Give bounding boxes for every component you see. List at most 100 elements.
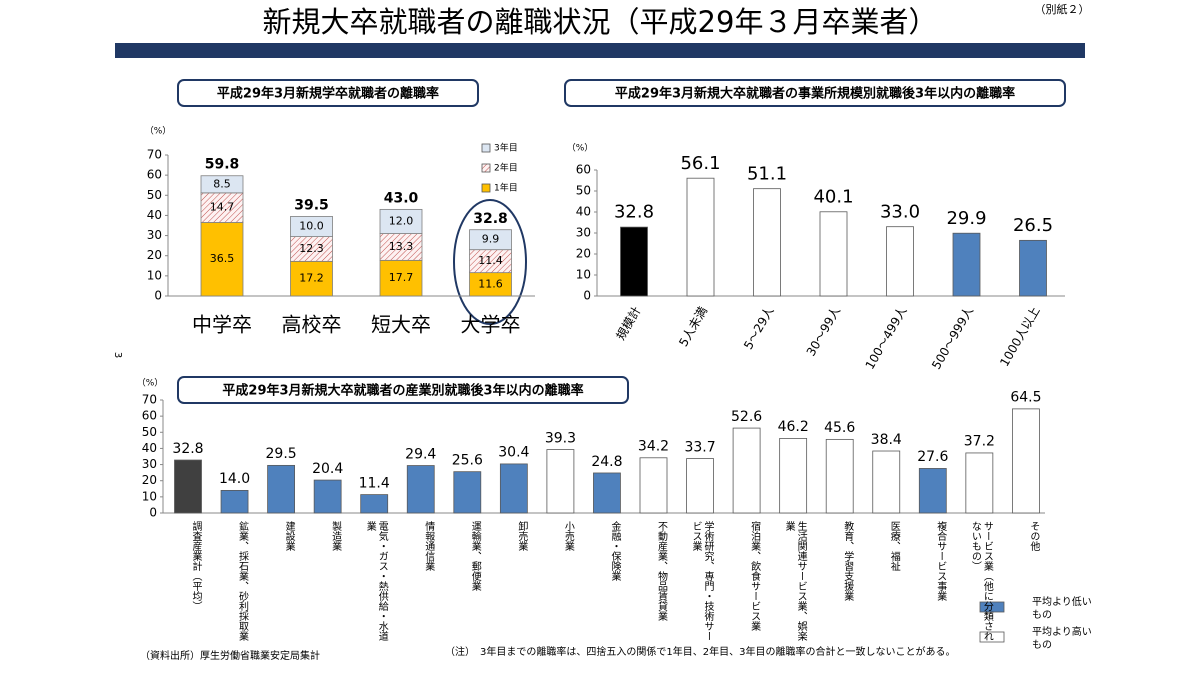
value-label: 14.7 — [210, 201, 235, 214]
bar — [174, 459, 202, 514]
value-label: 45.6 — [824, 420, 855, 436]
x-tick-label: 建設業 — [283, 521, 295, 551]
bar — [453, 471, 482, 514]
bar — [267, 464, 296, 514]
y-tick-label: 40 — [576, 205, 591, 219]
title-bar — [115, 43, 1085, 58]
x-tick-label: 規模計 — [613, 304, 644, 343]
value-label: 17.7 — [389, 271, 414, 284]
x-tick-label: 鉱業、採石業、砂利採取業 — [236, 521, 248, 641]
bar — [639, 457, 668, 514]
legend-swatch — [481, 163, 491, 173]
bar — [886, 226, 914, 297]
total-label: 59.8 — [205, 157, 240, 173]
highlight-ellipse — [453, 199, 527, 325]
x-tick-label: 医療、福祉 — [888, 521, 900, 571]
legend-swatch — [979, 631, 1005, 643]
y-unit: （%） — [145, 126, 172, 137]
value-label: 17.2 — [299, 272, 324, 285]
value-label: 8.5 — [213, 177, 231, 190]
value-label: 36.5 — [210, 252, 235, 265]
x-tick-label: 調査産業計（平均） — [190, 521, 201, 611]
x-tick-label: 生活関連サービス業、娯楽業 — [783, 521, 807, 641]
x-tick-label: 電気・ガス・熱供給・水道業 — [364, 521, 388, 641]
value-label: 64.5 — [1010, 390, 1041, 406]
bar-segment — [290, 236, 333, 262]
total-label: 43.0 — [384, 190, 419, 206]
y-tick-label: 0 — [583, 289, 591, 303]
y-tick-label: 30 — [147, 228, 162, 242]
page-number: 3 — [112, 352, 123, 358]
source-note: （資料出所）厚生労働省職業安定局集計 — [140, 649, 320, 662]
legend-label: 3年目 — [494, 142, 518, 154]
value-label: 24.8 — [591, 454, 622, 470]
value-label: 29.4 — [405, 446, 436, 462]
y-tick-label: 10 — [147, 268, 162, 282]
y-tick-label: 20 — [147, 248, 162, 262]
legend-label: 平均より高いもの — [1032, 627, 1092, 651]
value-label: 32.8 — [172, 441, 203, 457]
legend-label: 1年目 — [494, 182, 518, 194]
value-label: 14.0 — [219, 471, 250, 487]
x-tick-label: 卸売業 — [515, 521, 527, 551]
y-unit: （%） — [567, 143, 594, 154]
bar — [1012, 408, 1040, 514]
bar — [1019, 239, 1047, 297]
value-label: 11.6 — [478, 277, 503, 290]
y-tick-label: 20 — [576, 247, 591, 261]
x-tick-label: 1000人以上 — [997, 304, 1042, 369]
value-label: 11.4 — [478, 254, 503, 267]
bar — [872, 450, 901, 514]
value-label: 29.9 — [946, 208, 986, 229]
bar — [753, 188, 781, 297]
x-tick-label: 5～29人 — [741, 304, 777, 352]
legend-label: 平均より低いもの — [1032, 597, 1092, 621]
y-tick-label: 20 — [142, 473, 157, 487]
y-tick-label: 40 — [142, 441, 157, 455]
y-tick-label: 70 — [142, 393, 157, 407]
x-tick-label: 製造業 — [329, 521, 341, 551]
y-tick-label: 50 — [576, 184, 591, 198]
y-unit: （%） — [137, 378, 164, 389]
legend-swatch — [481, 143, 491, 153]
x-tick-label: その他 — [1027, 521, 1039, 551]
bar — [546, 449, 575, 514]
value-label: 26.5 — [1013, 215, 1053, 236]
bar — [918, 468, 947, 514]
value-label: 29.5 — [266, 446, 297, 462]
value-label: 12.3 — [299, 242, 324, 255]
bar — [686, 177, 715, 297]
value-label: 51.1 — [747, 163, 787, 184]
legend-swatch — [481, 183, 491, 193]
value-label: 30.4 — [498, 445, 529, 461]
y-tick-label: 60 — [147, 168, 162, 182]
attachment-note: （別紙２） — [1035, 2, 1090, 16]
value-label: 33.7 — [684, 439, 715, 455]
chart-title-box — [177, 376, 629, 404]
y-tick-label: 10 — [142, 489, 157, 503]
x-tick-label: 5人未満 — [676, 304, 710, 349]
x-tick-label: 高校卒 — [282, 313, 342, 337]
value-label: 12.0 — [389, 214, 414, 227]
chart-title-box — [564, 79, 1066, 107]
x-tick-label: 500～999人 — [929, 304, 976, 371]
value-label: 27.6 — [917, 449, 948, 465]
x-tick-label: 大学卒 — [461, 313, 521, 337]
bar-segment — [290, 216, 333, 237]
y-tick-label: 50 — [147, 188, 162, 202]
value-label: 13.3 — [389, 240, 414, 253]
total-label: 39.5 — [294, 197, 329, 213]
bar-segment — [379, 208, 423, 234]
value-label: 32.8 — [614, 202, 654, 223]
legend-swatch — [979, 601, 1005, 613]
value-label: 38.4 — [871, 432, 902, 448]
y-tick-label: 60 — [576, 163, 591, 177]
bar — [965, 452, 994, 514]
x-tick-label: 教育、学習支援業 — [841, 521, 853, 601]
x-tick-label: 短大卒 — [371, 313, 431, 337]
value-label: 20.4 — [312, 461, 343, 477]
value-label: 11.4 — [359, 475, 390, 491]
x-tick-label: 学術研究、専門・技術サービス業 — [690, 521, 714, 641]
bar — [779, 438, 808, 514]
